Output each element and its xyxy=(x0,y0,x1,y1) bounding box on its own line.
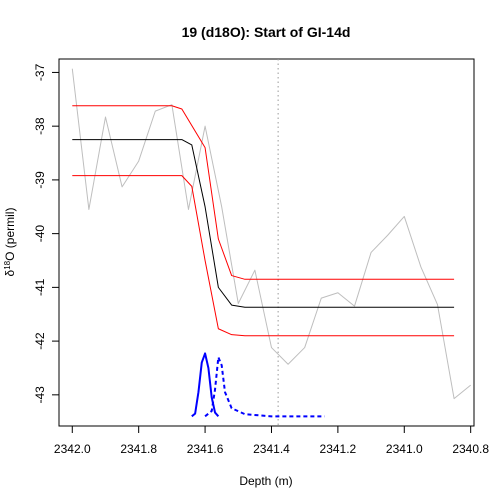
series-line-observed xyxy=(71,68,471,400)
x-tick-label: 2341.6 xyxy=(187,442,224,456)
series-line-onset-density xyxy=(191,352,220,418)
x-tick-label: 2341.2 xyxy=(320,442,357,456)
y-tick-label: -43 xyxy=(33,386,47,404)
y-tick-label: -38 xyxy=(33,117,47,135)
x-tick-label: 2341.4 xyxy=(253,442,290,456)
series-layer xyxy=(71,59,471,426)
x-axis: 2342.0 2341.8 2341.6 2341.4 2341.2 2341.0 2340… xyxy=(54,425,489,456)
series-line-end-density xyxy=(204,356,325,418)
series-line-fit-lower xyxy=(72,175,455,337)
x-axis-label: Depth (m) xyxy=(239,474,292,488)
series-line-fit-upper xyxy=(72,105,455,280)
y-tick-label: -37 xyxy=(33,63,47,81)
plot-frame xyxy=(58,58,475,427)
y-axis-label-text: O (permil) xyxy=(3,208,17,261)
y-tick-label: -40 xyxy=(33,225,47,243)
y-axis-label-sup: 18 xyxy=(3,260,12,269)
y-axis-label: δ18O (permil) xyxy=(3,208,17,277)
y-tick-label: -41 xyxy=(33,278,47,296)
x-tick-label: 2340.8 xyxy=(452,442,489,456)
chart-title: 19 (d18O): Start of GI-14d xyxy=(182,24,351,40)
y-axis: -37 -38 -39 -40 -41 -42 -43 xyxy=(33,63,60,404)
x-tick-label: 2342.0 xyxy=(54,442,91,456)
y-axis-label-delta: δ xyxy=(3,269,17,276)
x-tick-label: 2341.0 xyxy=(386,442,423,456)
x-tick-label: 2341.8 xyxy=(120,442,157,456)
y-tick-label: -39 xyxy=(33,171,47,189)
series-line-fit-median xyxy=(72,139,455,308)
y-tick-label: -42 xyxy=(33,332,47,350)
